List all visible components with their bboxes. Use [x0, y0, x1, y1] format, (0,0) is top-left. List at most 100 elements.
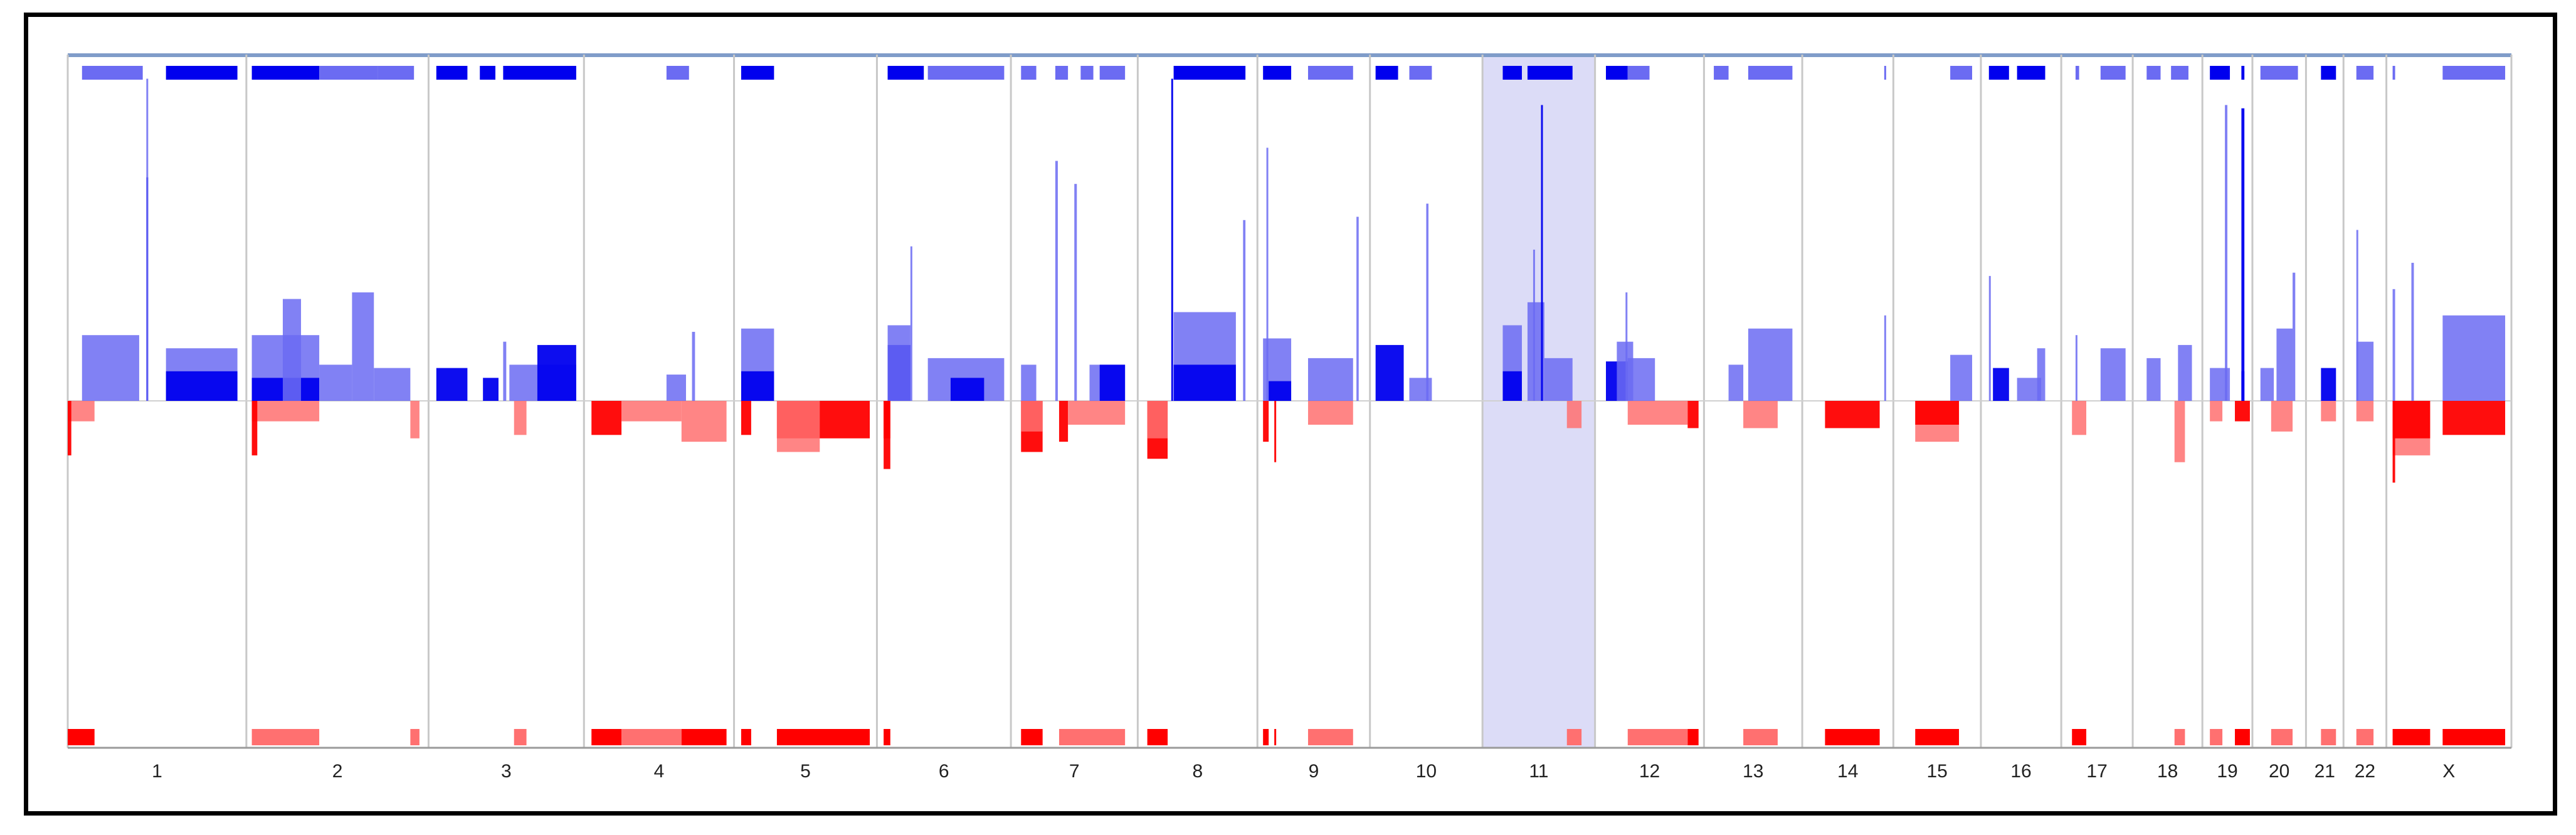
gain-track-segment [1627, 66, 1650, 80]
loss-track-segment [2174, 729, 2185, 745]
loss-bar [2072, 401, 2087, 435]
loss-track-segment [2210, 729, 2223, 745]
loss-bar [68, 401, 95, 422]
gain-bar [1171, 78, 1173, 402]
gain-bar [2225, 105, 2228, 401]
gain-track-segment [1055, 66, 1069, 80]
gain-bar [2411, 262, 2414, 401]
gain-track-segment [1409, 66, 1432, 80]
gain-track-segment [927, 66, 1005, 80]
loss-bar [776, 401, 820, 452]
chromosome-label-4: 4 [654, 761, 665, 782]
chromosome-label-14: 14 [1837, 761, 1858, 782]
loss-track-segment [1825, 729, 1880, 745]
gain-bar [1099, 364, 1126, 401]
loss-bar [1566, 401, 1582, 428]
chromosome-label-2: 2 [332, 761, 343, 782]
gain-track-segment [1080, 66, 1094, 80]
gain-track-segment [2321, 66, 2336, 80]
loss-bar [1825, 401, 1880, 428]
loss-bar [1147, 401, 1168, 439]
chromosome-label-10: 10 [1416, 761, 1437, 782]
loss-bar [68, 401, 71, 455]
gain-track-segment [2260, 66, 2298, 80]
loss-bar [1743, 401, 1778, 428]
loss-bar [2235, 401, 2250, 422]
loss-bar [2392, 401, 2395, 483]
gain-track-segment [251, 66, 320, 80]
loss-track-segment [251, 729, 320, 745]
gain-bar [503, 341, 507, 401]
loss-bar [514, 401, 527, 435]
loss-bar [2356, 401, 2374, 422]
chromosome-label-12: 12 [1639, 761, 1660, 782]
loss-track-segment [776, 729, 870, 745]
gain-track-segment [377, 66, 414, 80]
loss-track-segment [2072, 729, 2087, 745]
loss-bar [410, 401, 420, 439]
gain-bar [2241, 371, 2245, 401]
loss-bar [884, 401, 890, 439]
gain-bar [1055, 161, 1058, 401]
gain-bar [1502, 371, 1522, 401]
gain-track-segment [1502, 66, 1522, 80]
gain-track-segment [2017, 66, 2045, 80]
gain-bar [2356, 230, 2358, 401]
loss-bar [2392, 401, 2431, 439]
gain-track-segment [887, 66, 924, 80]
loss-track-segment [1307, 729, 1353, 745]
gain-bar [2356, 341, 2374, 401]
gain-bar [692, 331, 695, 401]
gain-track-segment [2241, 66, 2245, 80]
gain-bar [2293, 272, 2296, 401]
gain-track-segment [2392, 66, 2395, 80]
gain-bar [1993, 368, 2009, 401]
gain-bar [1728, 364, 1744, 401]
gain-track-segment [741, 66, 774, 80]
loss-bar [741, 401, 751, 435]
gain-bar [2321, 368, 2336, 401]
gain-track-segment [2100, 66, 2126, 80]
gain-bar [1950, 354, 1972, 401]
gain-track-segment [480, 66, 496, 80]
gain-bar [319, 364, 352, 401]
gain-bar [950, 378, 984, 401]
chromosome-label-1: 1 [152, 761, 162, 782]
chromosome-label-X: X [2442, 761, 2455, 782]
loss-track-segment [884, 729, 890, 745]
gain-track-segment [1307, 66, 1353, 80]
loss-track-segment [2321, 729, 2336, 745]
gain-bar [1356, 216, 1359, 401]
gain-bar [1173, 364, 1236, 401]
loss-bar [681, 401, 727, 442]
loss-track-segment [1274, 729, 1277, 745]
gain-track-segment [1714, 66, 1729, 80]
chromosome-label-22: 22 [2355, 761, 2375, 782]
gain-bar [82, 335, 139, 401]
gain-track-segment [2356, 66, 2374, 80]
gain-bar [1074, 184, 1077, 401]
loss-track-segment [1058, 729, 1126, 745]
loss-track-segment [1566, 729, 1582, 745]
gain-bar [1426, 203, 1429, 401]
loss-track-segment [1687, 729, 1699, 745]
loss-track-segment [681, 729, 727, 745]
gain-bar [2178, 344, 2192, 401]
gain-bar [741, 371, 774, 401]
gain-bar [282, 299, 302, 401]
loss-track-segment [2442, 729, 2506, 745]
gain-bar [2260, 368, 2274, 401]
gain-track-segment [1606, 66, 1628, 80]
gain-bar [352, 292, 374, 401]
gain-bar [1375, 344, 1404, 401]
gain-track-segment [1099, 66, 1126, 80]
gain-bar [1625, 292, 1628, 401]
gain-track-segment [2146, 66, 2161, 80]
gain-track-segment [436, 66, 468, 80]
gain-bar [483, 378, 499, 401]
loss-track-segment [2235, 729, 2250, 745]
chart-frame: 1 2 3 4 5 6 7 8 9 10 11 12 13 14 15 16 17 18 19 20 21 22 X [24, 13, 2557, 816]
gain-bar [2037, 348, 2045, 401]
loss-bar [1058, 401, 1069, 442]
gain-track-segment [1748, 66, 1793, 80]
